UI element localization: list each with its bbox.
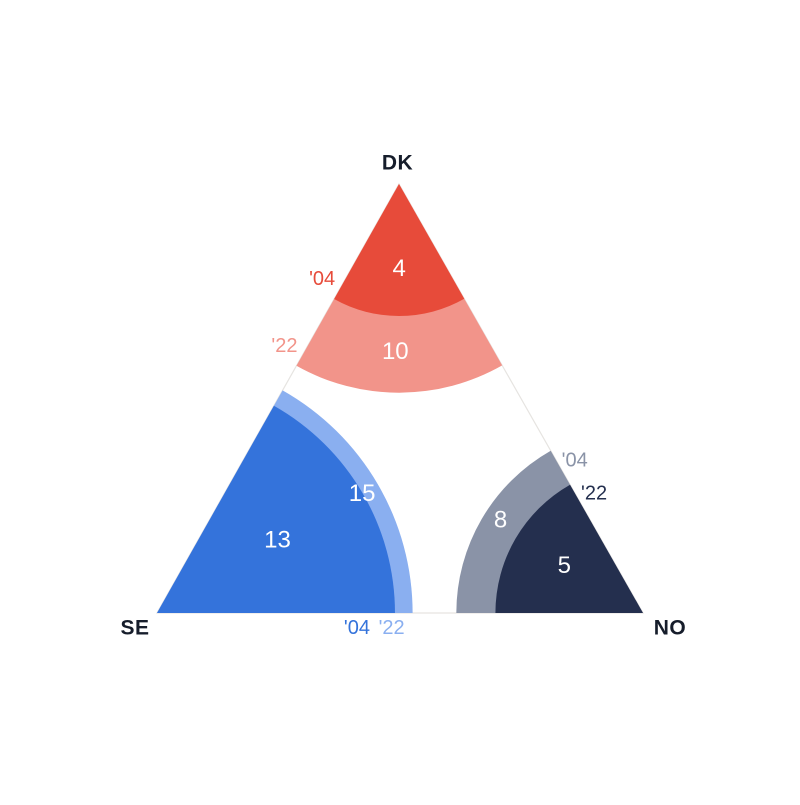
year-label-no-22: '22 xyxy=(581,483,607,505)
value-label-no-22: 5 xyxy=(558,552,571,579)
corner-label-no: NO xyxy=(654,617,687,640)
year-label-se-04: '04 xyxy=(344,617,370,639)
value-label-no-04: 8 xyxy=(494,506,507,533)
sector-no-22 xyxy=(495,484,643,613)
value-label-dk-22: 10 xyxy=(382,338,409,365)
year-label-no-04: '04 xyxy=(562,450,588,472)
value-label-se-22: 15 xyxy=(349,480,376,507)
year-label-dk-22: '22 xyxy=(271,335,297,357)
value-label-se-04: 13 xyxy=(264,527,291,554)
corner-label-se: SE xyxy=(120,617,149,640)
value-label-dk-04: 4 xyxy=(392,255,405,282)
sector-dk-04 xyxy=(334,184,465,316)
year-label-se-22: '22 xyxy=(379,617,405,639)
year-label-dk-04: '04 xyxy=(309,268,335,290)
sector-se-04 xyxy=(157,405,395,613)
corner-label-dk: DK xyxy=(382,152,413,175)
